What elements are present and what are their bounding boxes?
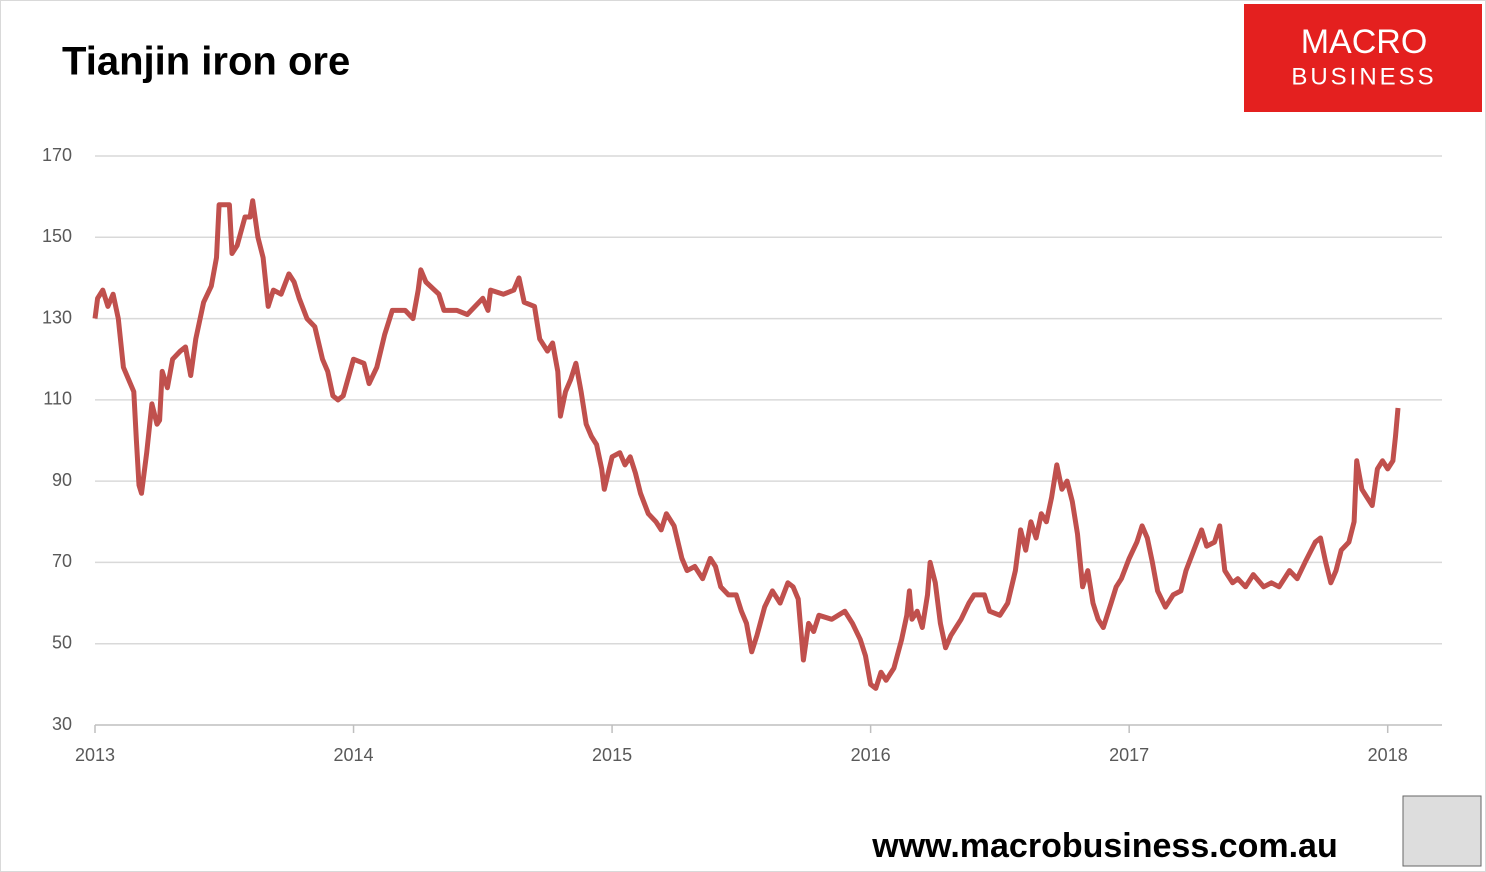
logo-box [1244, 4, 1482, 112]
y-tick-label: 50 [52, 632, 72, 652]
y-tick-label: 130 [42, 307, 72, 327]
x-tick-label: 2016 [851, 745, 891, 765]
logo-text: MACRO [1301, 23, 1428, 61]
data-line [92, 198, 1401, 691]
y-tick-label: 150 [42, 226, 72, 246]
y-tick-label: 90 [52, 470, 72, 490]
y-tick-label: 30 [52, 714, 72, 734]
chart-title: Tianjin iron ore [62, 40, 350, 84]
y-tick-label: 170 [42, 145, 72, 165]
fox-icon [1402, 795, 1482, 867]
footer-url: www.macrobusiness.com.au [871, 827, 1337, 865]
x-tick-label: 2013 [75, 745, 115, 765]
x-tick-label: 2014 [334, 745, 374, 765]
x-tick-label: 2018 [1368, 745, 1408, 765]
plot: 30 50 70 90 110 130 150 170 2013 2014 2015 2016 2017… [42, 145, 1442, 765]
x-tick-label: 2015 [592, 745, 632, 765]
y-tick-label: 70 [52, 551, 72, 571]
y-tick-label: 110 [43, 389, 72, 409]
x-tick-label: 2017 [1109, 745, 1149, 765]
logo-text: BUSINESS [1291, 63, 1436, 90]
